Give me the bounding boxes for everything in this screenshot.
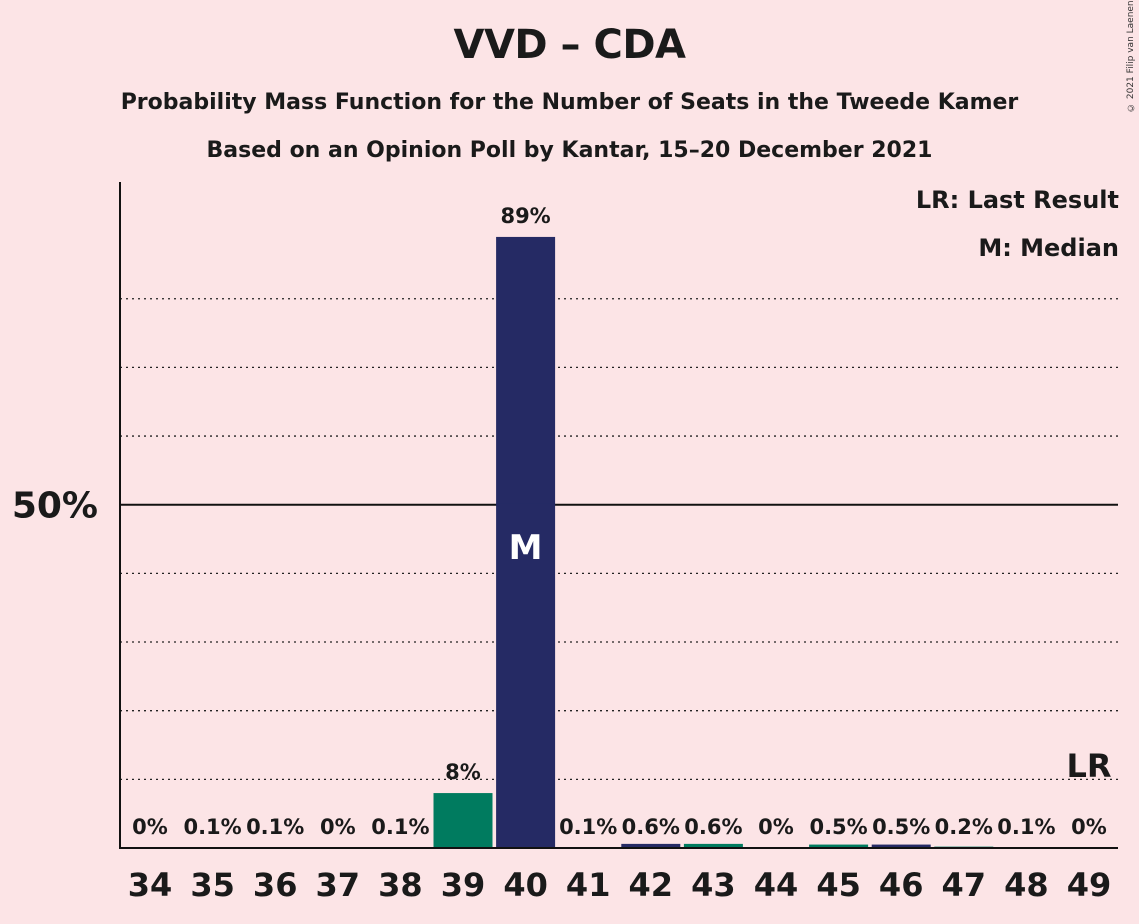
x-tick-label-36: 36 [253,866,298,904]
data-label-41: 0.1% [559,815,617,839]
legend-median: M: Median [978,234,1119,262]
last-result-marker: LR [1066,747,1111,785]
data-label-42: 0.6% [622,815,680,839]
median-marker: M [509,528,543,568]
data-label-44: 0% [758,815,794,839]
data-label-34: 0% [132,815,168,839]
legend-last-result: LR: Last Result [915,186,1119,214]
data-label-40: 89% [500,204,550,228]
data-label-47: 0.2% [935,815,993,839]
x-tick-label-45: 45 [816,866,861,904]
chart-subtitle: Probability Mass Function for the Number… [120,90,1019,115]
bar-39 [433,793,493,848]
chart-source-line: Based on an Opinion Poll by Kantar, 15–2… [206,138,933,163]
bar-43 [683,843,743,848]
x-tick-label-46: 46 [879,866,924,904]
x-tick-label-39: 39 [441,866,486,904]
bar-42 [621,843,681,848]
x-tick-label-47: 47 [942,866,987,904]
x-tick-label-44: 44 [754,866,799,904]
data-label-46: 0.5% [872,815,930,839]
median-bar-overlay [496,503,556,506]
x-tick-label-35: 35 [190,866,235,904]
x-tick-label-41: 41 [566,866,611,904]
data-label-48: 0.1% [997,815,1055,839]
x-tick-label-49: 49 [1067,866,1112,904]
bar-45 [809,844,869,848]
x-tick-label-43: 43 [691,866,736,904]
x-tick-label-37: 37 [316,866,361,904]
x-tick-label-38: 38 [378,866,423,904]
data-label-43: 0.6% [684,815,742,839]
x-tick-label-40: 40 [503,866,548,904]
data-label-38: 0.1% [371,815,429,839]
data-label-36: 0.1% [246,815,304,839]
data-label-45: 0.5% [809,815,867,839]
y-tick-label: 50% [12,486,98,527]
data-label-49: 0% [1071,815,1107,839]
data-label-35: 0.1% [183,815,241,839]
x-tick-label-48: 48 [1004,866,1049,904]
data-label-37: 0% [320,815,356,839]
x-tick-label-42: 42 [629,866,674,904]
chart-title: VVD – CDA [453,22,686,68]
data-label-39: 8% [445,760,481,784]
bar-46 [871,844,931,848]
x-tick-label-34: 34 [128,866,173,904]
bar-40 [496,236,556,848]
